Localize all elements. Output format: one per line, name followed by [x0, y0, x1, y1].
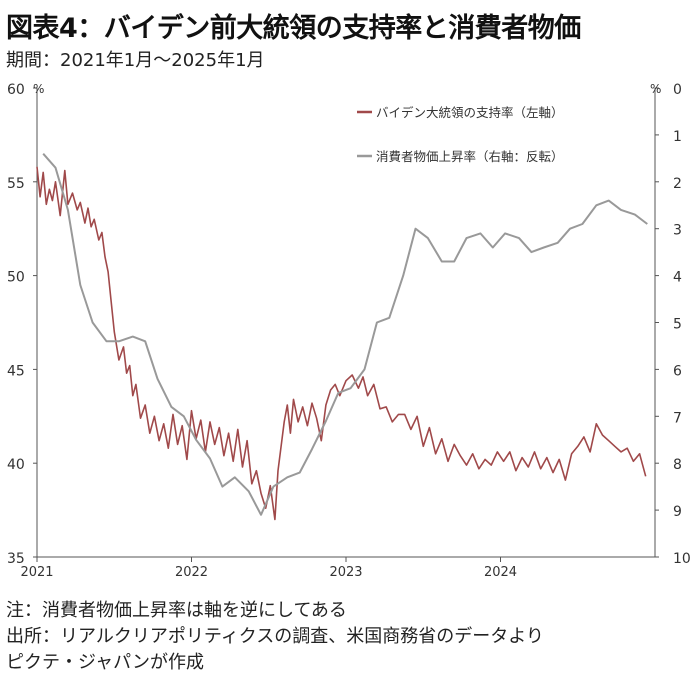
right-tick-label: 4 — [673, 270, 682, 286]
right-tick-label: 3 — [673, 223, 682, 239]
approval-rating-line — [36, 166, 647, 521]
left-axis-unit: % — [33, 82, 44, 96]
chart-title: 図表4：バイデン前大統領の支持率と消費者物価 — [6, 13, 581, 44]
legend-label-cpi: 消費者物価上昇率（右軸：反転） — [376, 149, 564, 164]
x-tick-label: 2024 — [484, 565, 517, 580]
right-tick-label: 7 — [673, 410, 682, 426]
x-tick-label: 2023 — [329, 565, 362, 580]
right-tick-label: 2 — [673, 176, 682, 192]
right-tick-label: 0 — [673, 82, 682, 98]
right-tick-label: 1 — [673, 129, 682, 145]
left-tick-label: 55 — [7, 176, 25, 192]
cpi-inflation-line — [42, 153, 648, 516]
left-tick-label: 40 — [7, 457, 25, 473]
legend-label-approval: バイデン大統領の支持率（左軸） — [376, 105, 564, 120]
chart-notes: 注：消費者物価上昇率は軸を逆にしてある 出所：リアルクリアポリティクスの調査、米… — [6, 598, 544, 676]
left-tick-label: 45 — [7, 363, 25, 379]
note-credit: ピクテ・ジャパンが作成 — [6, 652, 204, 673]
note-axis-inverted: 注：消費者物価上昇率は軸を逆にしてある — [6, 600, 347, 621]
right-tick-label: 9 — [673, 504, 682, 520]
x-tick-label: 2022 — [175, 565, 208, 580]
right-tick-label: 5 — [673, 317, 682, 333]
left-tick-label: 50 — [7, 270, 25, 286]
note-source: 出所：リアルクリアポリティクスの調査、米国商務省のデータより — [6, 626, 544, 647]
right-tick-label: 8 — [673, 457, 682, 473]
right-axis-unit: % — [650, 82, 661, 96]
x-tick-label: 2021 — [20, 565, 53, 580]
left-tick-label: 60 — [7, 82, 25, 98]
chart-period: 期間：2021年1月～2025年1月 — [6, 50, 265, 71]
right-tick-label: 10 — [673, 551, 691, 567]
left-tick-label: 35 — [7, 551, 25, 567]
right-tick-label: 6 — [673, 363, 682, 379]
